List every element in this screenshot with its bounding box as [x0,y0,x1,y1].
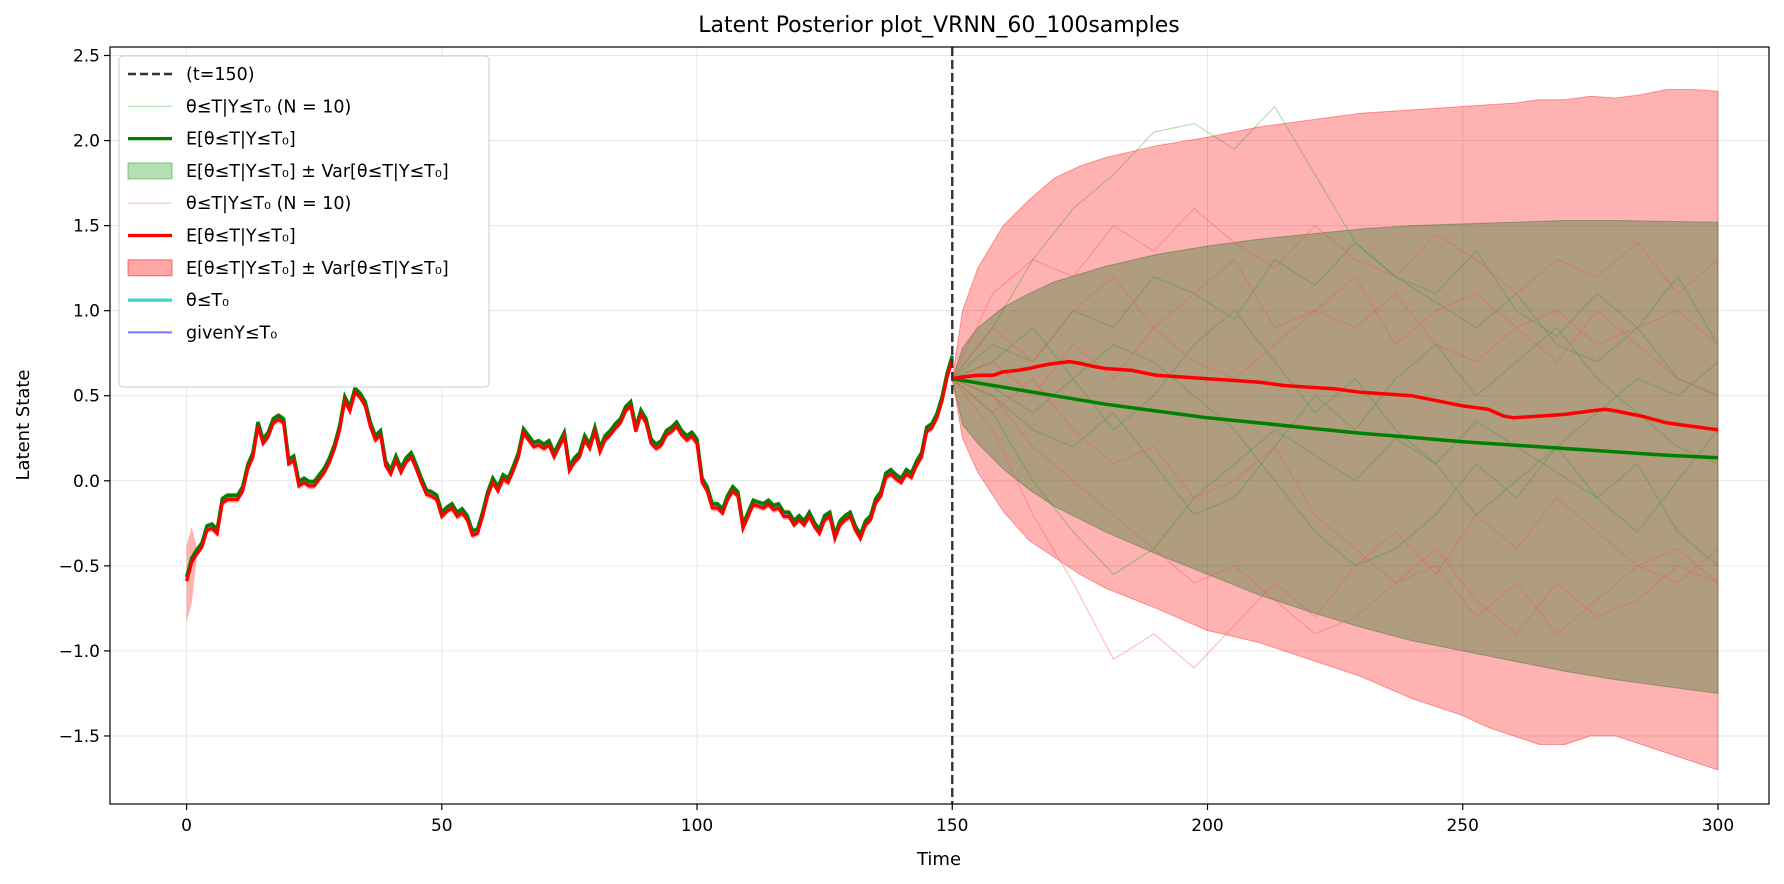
observed-red-band [186,353,953,622]
green-sample-line [951,378,1719,576]
x-axis: 0 50 100 150 200 250 300 [181,804,1734,836]
y-tick-label: 0.5 [73,387,100,407]
green-sample-line [952,309,1719,533]
y-tick-label: 2.5 [73,47,100,67]
x-tick-label: 250 [1446,816,1478,836]
legend: (t=150) θ≤T|Y≤T₀ (N = 10) E[θ≤T|Y≤T₀] E[θ≤T… [118,55,490,388]
legend-label: E[θ≤T|Y≤T₀] [186,130,296,150]
y-tick-label: 0.0 [73,472,100,492]
green-sample-line [951,105,1719,397]
x-tick-label: 0 [181,816,192,836]
legend-label: (t=150) [186,65,255,85]
legend-handle [127,162,173,180]
legend-handle [127,259,173,277]
x-tick-label: 300 [1702,816,1734,836]
x-tick-label: 50 [431,816,453,836]
axes-frame [109,46,1770,805]
red-sample-line [952,292,1719,397]
legend-label: E[θ≤T|Y≤T₀] ± Var[θ≤T|Y≤T₀] [186,162,449,182]
green-mean-line [952,376,1719,460]
red-sample-line [951,377,1719,635]
y-tick-label: 1.5 [73,217,100,237]
y-axis: −1.5 −1.0 −0.5 0.0 0.5 1.0 1.5 2.0 2.5 [59,47,110,747]
legend-label: E[θ≤T|Y≤T₀] ± Var[θ≤T|Y≤T₀] [186,259,449,279]
red-sample-line [951,207,1719,379]
legend-label: givenY≤T₀ [186,323,277,343]
red-sample-line [951,378,1719,669]
red-mean-line [952,359,1719,432]
chart-title: Latent Posterior plot_VRNN_60_100samples [698,13,1180,38]
y-tick-label: 1.0 [73,302,100,322]
green-sample-line [952,344,1719,567]
legend-label: θ≤T|Y≤T₀ (N = 10) [186,97,351,117]
y-tick-label: −1.5 [59,727,100,747]
green-sample-line [952,326,1719,516]
legend-box [118,55,490,388]
x-tick-label: 200 [1191,816,1223,836]
y-tick-label: −0.5 [59,557,100,577]
legend-label: θ≤T₀ [186,291,229,311]
legend-label: θ≤T|Y≤T₀ (N = 10) [186,194,351,214]
x-tick-label: 150 [936,816,968,836]
x-axis-label: Time [916,849,961,870]
y-axis-label: Latent State [13,369,34,480]
y-tick-label: −1.0 [59,642,100,662]
y-tick-label: 2.0 [73,132,100,152]
plot-area [184,47,1719,804]
grid-lines [110,47,1769,804]
green-sample-line [951,241,1719,380]
x-tick-label: 100 [681,816,713,836]
legend-label: E[θ≤T|Y≤T₀] [186,227,296,247]
red-sample-line [951,258,1719,397]
red-sample-line [952,378,1719,635]
red-observed-mean [185,359,954,582]
